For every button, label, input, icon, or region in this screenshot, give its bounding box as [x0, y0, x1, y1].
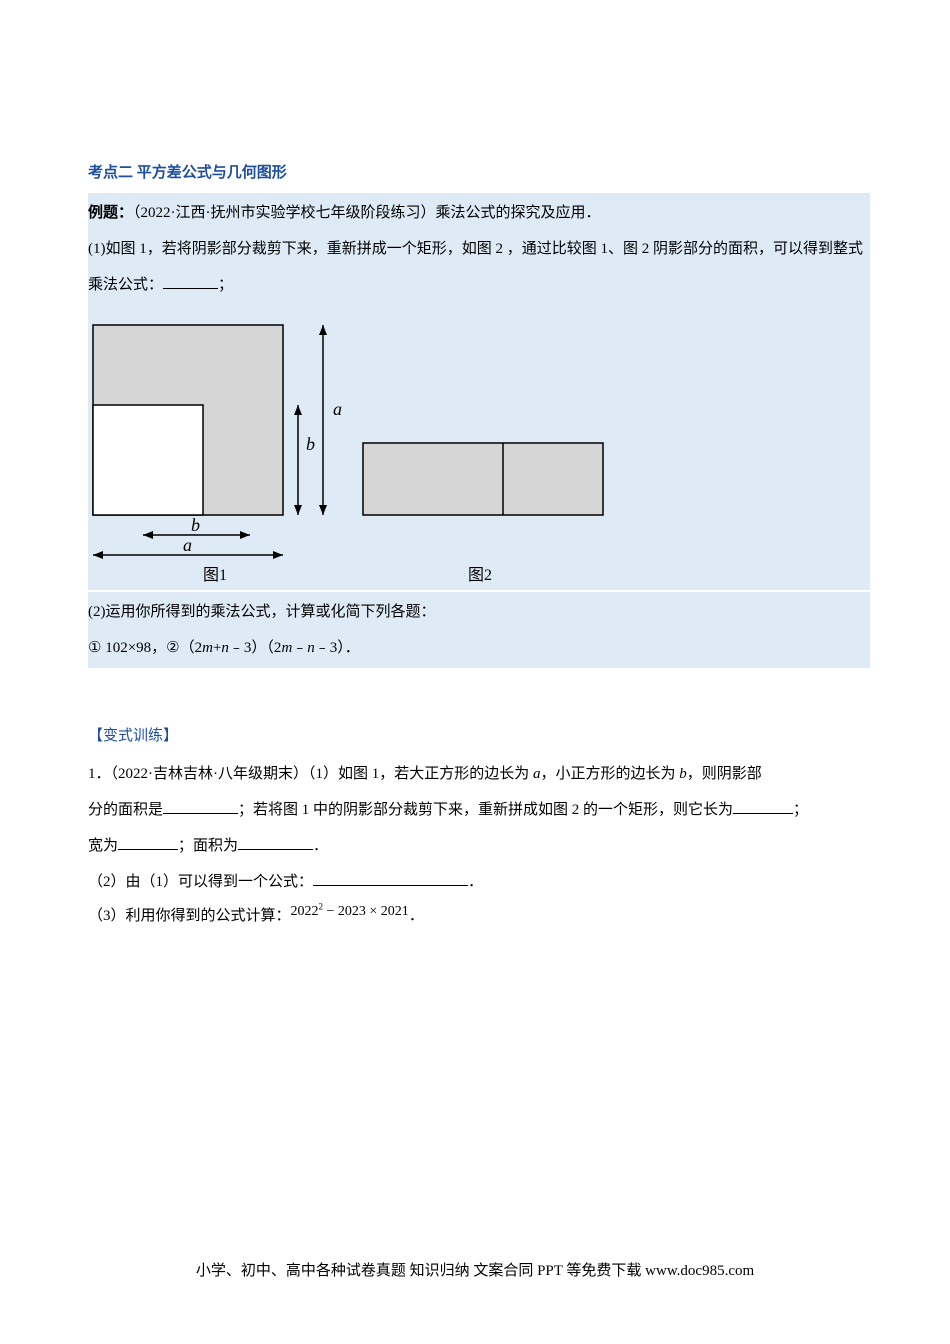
v-q1-l1-mid: ，小正方形的边长为	[541, 766, 680, 782]
v-q3-b: ．	[409, 908, 424, 924]
blank-length	[733, 796, 793, 814]
v-q1-l3-a: 宽为	[88, 838, 118, 854]
example-part2-intro: (2)运用你所得到的乘法公式，计算或化简下列各题：	[88, 594, 870, 630]
v-q3-a: （3）利用你得到的公式计算：	[88, 908, 291, 924]
v-q1-l3-c: ．	[313, 838, 328, 854]
variation-q2: （2）由（1）可以得到一个公式： ．	[88, 864, 870, 900]
fig2-label: 图2	[468, 567, 492, 584]
footer: 小学、初中、高中各种试卷真题 知识归纳 文案合同 PPT 等免费下载 www.d…	[0, 1253, 950, 1289]
example-source-text: （2022·江西·抚州市实验学校七年级阶段练习）乘法公式的探究及应用．	[133, 205, 601, 221]
variation-q1-line1: 1．（2022·吉林吉林·八年级期末）（1）如图 1，若大正方形的边长为 a，小…	[88, 756, 870, 792]
example-block: 例题：（2022·江西·抚州市实验学校七年级阶段练习）乘法公式的探究及应用． (…	[88, 193, 870, 305]
variation-q3: （3）利用你得到的公式计算：20222 − 2023 × 2021．	[88, 900, 870, 933]
blank-formula	[163, 271, 218, 289]
v-q1-l2-c: ；	[793, 802, 808, 818]
blank-formula2	[313, 868, 468, 886]
figure-svg: a b b a 图1 图2	[88, 315, 608, 585]
variation-block: 1．（2022·吉林吉林·八年级期末）（1）如图 1，若大正方形的边长为 a，小…	[88, 756, 870, 933]
example-part2-items: ① 102×98，②（2m+n﹣3）（2m﹣n﹣3）．	[88, 630, 870, 666]
section-title: 考点二 平方差公式与几何图形	[88, 155, 870, 191]
variation-title: 【变式训练】	[88, 718, 870, 754]
variation-q1-line2: 分的面积是 ；若将图 1 中的阴影部分裁剪下来，重新拼成如图 2 的一个矩形，则它…	[88, 792, 870, 828]
v-q1-l2-a: 分的面积是	[88, 802, 163, 818]
label-a-horiz: a	[183, 535, 192, 555]
v-q2-b: ．	[468, 874, 483, 890]
var-b: b	[679, 766, 687, 782]
example-part2-block: (2)运用你所得到的乘法公式，计算或化简下列各题： ① 102×98，②（2m+…	[88, 592, 870, 668]
blank-width	[118, 832, 178, 850]
label-a-vert: a	[333, 399, 342, 419]
example-part1: (1)如图 1，若将阴影部分裁剪下来，重新拼成一个矩形，如图 2 ，通过比较图 …	[88, 231, 870, 303]
v-q1-l1-prefix: 1．（2022·吉林吉林·八年级期末）（1）如图 1，若大正方形的边长为	[88, 766, 533, 782]
example-part1-suffix: ；	[218, 277, 233, 293]
var-a: a	[533, 766, 541, 782]
blank-area	[163, 796, 238, 814]
variation-q1-line3: 宽为 ；面积为 ．	[88, 828, 870, 864]
v-q1-l1-suffix: ，则阴影部	[687, 766, 762, 782]
v-q1-l3-b: ；面积为	[178, 838, 238, 854]
label-b-horiz: b	[191, 515, 200, 535]
example-source: 例题：（2022·江西·抚州市实验学校七年级阶段练习）乘法公式的探究及应用．	[88, 195, 870, 231]
label-b-vert: b	[306, 434, 315, 454]
math-expr: 20222 − 2023 × 2021	[291, 904, 409, 919]
blank-area2	[238, 832, 313, 850]
example-label: 例题：	[88, 205, 133, 221]
fig1-label: 图1	[203, 567, 227, 584]
figure-area: a b b a 图1 图2	[88, 305, 870, 590]
v-q1-l2-b: ；若将图 1 中的阴影部分裁剪下来，重新拼成如图 2 的一个矩形，则它长为	[238, 802, 733, 818]
v-q2-a: （2）由（1）可以得到一个公式：	[88, 874, 313, 890]
